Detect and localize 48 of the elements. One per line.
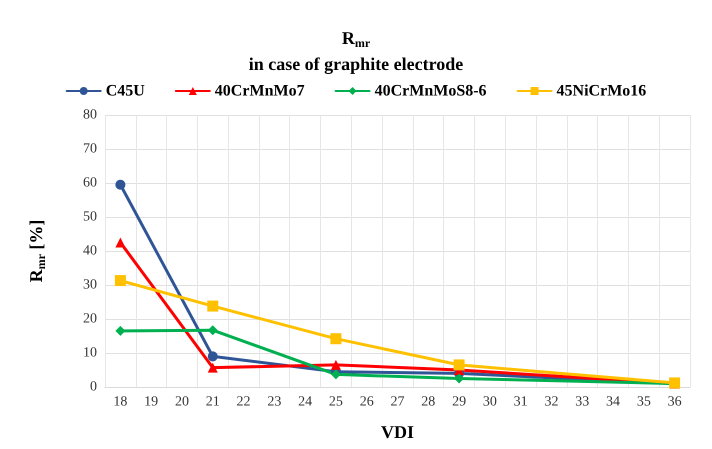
x-tick-label: 28	[421, 394, 436, 410]
point	[330, 369, 341, 380]
legend-label: 45NiCrMo16	[556, 82, 646, 100]
y-tick-label: 80	[83, 108, 97, 122]
y-axis-title: Rmr [%]	[26, 220, 48, 282]
y-tick-label: 0	[90, 380, 97, 394]
legend-label: 40CrMnMo7	[214, 82, 305, 100]
x-tick-label: 26	[360, 394, 374, 410]
chart-subtitle: in case of graphite electrode	[248, 54, 464, 74]
x-tick-label: 22	[236, 394, 251, 410]
x-tick-label: 18	[113, 394, 128, 410]
point	[454, 359, 465, 370]
y-tick-label: 10	[83, 346, 97, 360]
legend-label: 40CrMnMoS8-6	[374, 82, 487, 100]
x-tick-label: 35	[636, 394, 651, 410]
point	[207, 300, 218, 312]
point	[454, 374, 464, 384]
point	[208, 325, 218, 336]
y-tick-label: 30	[83, 278, 97, 292]
y-tick-label: 60	[83, 176, 97, 190]
x-tick-label: 24	[298, 394, 312, 410]
x-tick-label: 23	[267, 394, 282, 410]
x-tick-label: 29	[452, 394, 466, 410]
x-tick-label: 27	[390, 394, 404, 410]
x-tick-label: 30	[482, 394, 497, 410]
point	[115, 326, 126, 336]
x-tick-label: 32	[544, 394, 558, 410]
x-tick-label: 25	[328, 394, 343, 410]
x-tick-label: 20	[174, 394, 189, 410]
x-tick-label: 31	[514, 394, 528, 410]
point	[208, 351, 218, 362]
point	[208, 362, 218, 373]
x-axis-title: VDI	[380, 422, 414, 442]
point	[115, 238, 126, 248]
point	[330, 333, 342, 344]
x-tick-label: 19	[144, 394, 158, 410]
point	[115, 180, 126, 190]
y-tick-label: 40	[83, 244, 97, 258]
y-tick-label: 20	[83, 312, 97, 326]
point	[330, 360, 341, 370]
y-tick-label: 50	[83, 210, 97, 224]
x-tick-label: 34	[606, 394, 620, 410]
x-tick-label: 21	[206, 394, 220, 410]
x-tick-label: 36	[668, 394, 682, 410]
legend-label: C45U	[106, 82, 146, 100]
x-tick-label: 33	[575, 394, 590, 410]
y-tick-label: 70	[83, 142, 97, 156]
point	[114, 275, 126, 286]
